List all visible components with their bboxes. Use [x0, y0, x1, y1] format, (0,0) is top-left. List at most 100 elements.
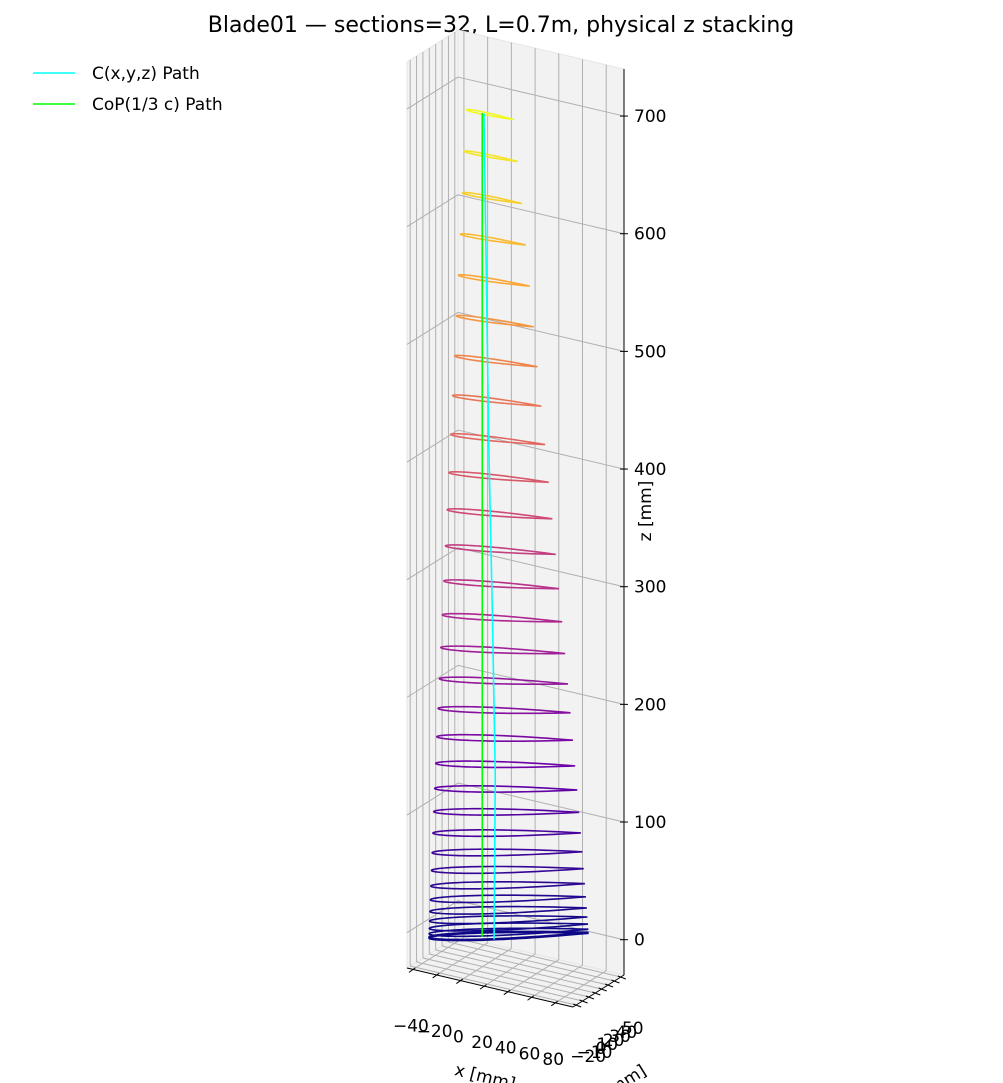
- blade-section: [457, 273, 530, 287]
- y-tick-label: 20: [603, 1031, 625, 1051]
- blade-section: [432, 829, 581, 838]
- tick-mark: [592, 991, 601, 996]
- y-tick-label: −20: [570, 1047, 606, 1067]
- grid-line: [406, 311, 459, 345]
- y-tick-label: −10: [577, 1043, 613, 1063]
- z-tick-label: 100: [634, 813, 666, 833]
- y-tick-label: 50: [622, 1019, 644, 1039]
- grid-line: [406, 194, 459, 228]
- blade-section: [459, 232, 526, 246]
- grid-line: [436, 942, 488, 976]
- blade-section: [430, 880, 585, 890]
- axis-line: [406, 967, 574, 1008]
- y-tick-label: 30: [609, 1027, 631, 1047]
- legend-label: CoP(1/3 c) Path: [92, 95, 223, 115]
- tick-mark: [456, 978, 464, 984]
- tick-mark: [432, 972, 440, 979]
- tick-mark: [585, 995, 595, 1000]
- y-tick-label: 40: [616, 1023, 638, 1043]
- blade-section: [465, 108, 515, 121]
- z-tick-label: 500: [634, 342, 666, 362]
- grid-line: [406, 782, 459, 816]
- grid-line: [412, 936, 465, 970]
- blade-section: [428, 915, 588, 925]
- z-tick-label: 0: [634, 931, 645, 951]
- blade-section: [455, 314, 534, 328]
- grid-line: [406, 429, 459, 463]
- legend-label: C(x,y,z) Path: [92, 64, 200, 84]
- blade-section: [449, 432, 546, 446]
- y-tick-label: 10: [596, 1035, 618, 1055]
- tick-mark: [479, 983, 488, 990]
- tick-mark: [611, 979, 620, 984]
- tick-mark: [550, 1000, 559, 1007]
- tick-mark: [617, 975, 626, 980]
- grid-line: [441, 945, 609, 986]
- blade-section: [428, 930, 589, 941]
- blade-section: [439, 645, 566, 655]
- z-axis-label: z [mm]: [636, 481, 656, 542]
- grid-line: [460, 948, 512, 981]
- tick-mark: [604, 983, 614, 988]
- blade-section: [431, 848, 583, 857]
- x-axis-label: x [mm]: [453, 1060, 518, 1083]
- x-tick-label: −20: [417, 1022, 453, 1042]
- blade-section: [448, 471, 549, 484]
- x-tick-label: 40: [495, 1039, 517, 1059]
- z-tick-label: 200: [634, 695, 666, 715]
- grid-line: [457, 782, 625, 823]
- blade-section: [429, 905, 587, 915]
- x-tick-label: −40: [393, 1016, 429, 1036]
- grid-line: [406, 76, 459, 110]
- x-tick-label: 80: [542, 1050, 564, 1070]
- axis-pane: [406, 29, 459, 969]
- blade-section: [453, 354, 538, 368]
- grid-line: [429, 953, 596, 994]
- x-tick-label: 0: [453, 1028, 464, 1048]
- blade-section: [430, 865, 584, 875]
- grid-line: [457, 547, 625, 588]
- grid-line: [406, 547, 459, 581]
- path-line: [483, 113, 497, 940]
- blade-section: [434, 760, 576, 769]
- tick-mark: [598, 987, 607, 992]
- grid-line: [448, 941, 615, 982]
- blade-section: [438, 676, 569, 686]
- blade-section: [428, 931, 589, 942]
- blade-section: [446, 508, 553, 520]
- axis-line: [572, 974, 625, 1008]
- x-tick-label: 20: [471, 1033, 493, 1053]
- x-tick-label: 60: [519, 1044, 541, 1064]
- grid-line: [554, 970, 607, 1004]
- blade-section: [437, 705, 571, 715]
- grid-line: [435, 949, 602, 990]
- blade-section: [435, 733, 574, 743]
- grid-line: [454, 937, 621, 978]
- blade-section: [444, 544, 556, 556]
- grid-line: [457, 76, 625, 117]
- blade-section: [432, 807, 580, 816]
- tick-mark: [408, 966, 417, 973]
- grid-line: [406, 900, 459, 934]
- tick-mark: [573, 1003, 582, 1008]
- grid-line: [416, 961, 583, 1002]
- blade-section: [433, 784, 578, 793]
- tick-mark: [579, 999, 588, 1004]
- y-tick-label: 0: [596, 1039, 607, 1059]
- z-tick-label: 600: [634, 225, 666, 245]
- z-tick-label: 400: [634, 460, 666, 480]
- blade-section: [461, 191, 523, 205]
- blade-section: [451, 394, 542, 407]
- blade-section: [463, 150, 519, 163]
- z-tick-label: 700: [634, 107, 666, 127]
- tick-mark: [503, 989, 512, 996]
- grid-line: [531, 964, 583, 998]
- grid-line: [422, 957, 590, 998]
- blade-section: [429, 894, 586, 904]
- legend: C(x,y,z) Path CoP(1/3 c) Path: [33, 64, 223, 115]
- blade-section: [441, 612, 563, 623]
- grid-line: [410, 965, 577, 1006]
- chart-title: Blade01 — sections=32, L=0.7m, physical …: [208, 13, 795, 38]
- grid-line: [406, 664, 459, 698]
